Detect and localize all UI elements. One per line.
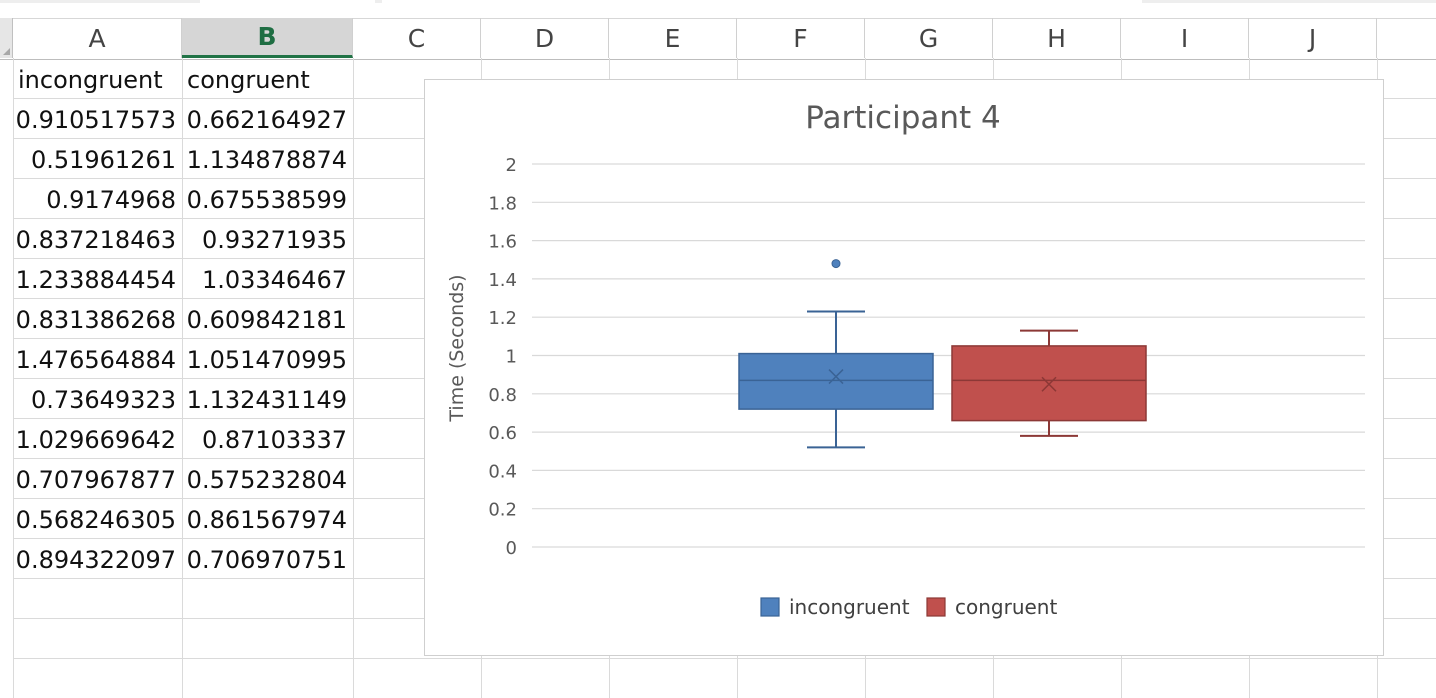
- cell-a9[interactable]: 0.73649323: [30, 386, 176, 414]
- y-tick-label: 1.4: [488, 270, 517, 291]
- box-series: [738, 259, 1147, 449]
- column-header-g[interactable]: G: [865, 18, 993, 58]
- y-tick-label: 0.4: [488, 461, 517, 482]
- box-incongruent: [738, 259, 934, 449]
- cell-b7[interactable]: 0.609842181: [186, 306, 347, 334]
- box-plot-chart[interactable]: 0 0.2 0.4 0.6 0.8 1 1.2 1.4 1.6 1.8 2 Participant …: [424, 79, 1384, 656]
- cell-a13[interactable]: 0.894322097: [15, 546, 176, 574]
- y-axis-label: Time (Seconds): [446, 274, 468, 422]
- cell-b3[interactable]: 1.134878874: [186, 146, 347, 174]
- cell-a12[interactable]: 0.568246305: [15, 506, 176, 534]
- column-header-b[interactable]: B: [182, 18, 353, 58]
- box-iqr: [738, 352, 934, 410]
- column-header-k[interactable]: [1377, 18, 1436, 58]
- legend-label-congruent: congruent: [955, 595, 1057, 619]
- cell-b2[interactable]: 0.662164927: [186, 106, 347, 134]
- mean-marker: [1041, 376, 1057, 392]
- cell-b13[interactable]: 0.706970751: [186, 546, 347, 574]
- y-tick-label: 0.2: [488, 500, 517, 521]
- y-tick-label: 1.6: [488, 232, 517, 253]
- y-tick-label: 0: [506, 538, 517, 559]
- cell-a11[interactable]: 0.707967877: [15, 466, 176, 494]
- y-axis-ticks: 0 0.2 0.4 0.6 0.8 1 1.2 1.4 1.6 1.8 2: [488, 155, 517, 559]
- mean-marker: [828, 369, 844, 385]
- box-congruent: [951, 329, 1147, 437]
- chart-canvas: 0 0.2 0.4 0.6 0.8 1 1.2 1.4 1.6 1.8 2 Participant …: [446, 100, 1365, 619]
- y-tick-label: 1.2: [488, 308, 517, 329]
- cell-b5[interactable]: 0.93271935: [201, 226, 347, 254]
- cell-b12[interactable]: 0.861567974: [186, 506, 347, 534]
- y-tick-label: 2: [506, 155, 517, 176]
- legend-label-incongruent: incongruent: [789, 595, 910, 619]
- cell-a7[interactable]: 0.831386268: [15, 306, 176, 334]
- cell-b6[interactable]: 1.03346467: [201, 266, 347, 294]
- column-header-d[interactable]: D: [481, 18, 609, 58]
- y-tick-label: 1.8: [488, 193, 517, 214]
- cell-b10[interactable]: 0.87103337: [201, 426, 347, 454]
- column-header-e[interactable]: E: [609, 18, 737, 58]
- cell-b11[interactable]: 0.575232804: [186, 466, 347, 494]
- chart-gridlines: [532, 163, 1365, 548]
- row-gridline: [13, 658, 1436, 659]
- cell-b8[interactable]: 1.051470995: [186, 346, 347, 374]
- column-header-h[interactable]: H: [993, 18, 1121, 58]
- cell-a6[interactable]: 1.233884454: [15, 266, 176, 294]
- legend-swatch-congruent: [926, 597, 946, 617]
- legend-swatch-incongruent: [760, 597, 780, 617]
- column-header-c[interactable]: C: [353, 18, 481, 58]
- y-tick-label: 0.6: [488, 423, 517, 444]
- column-header-f[interactable]: F: [737, 18, 865, 58]
- cell-a2[interactable]: 0.910517573: [15, 106, 176, 134]
- cell-a4[interactable]: 0.9174968: [46, 186, 176, 214]
- y-tick-label: 1: [506, 347, 517, 368]
- cell-a5[interactable]: 0.837218463: [15, 226, 176, 254]
- select-all-triangle-icon: [3, 48, 10, 55]
- top-toolbar-strip: [0, 0, 1436, 3]
- outlier-point: [831, 259, 841, 269]
- select-all-corner[interactable]: [0, 18, 13, 58]
- column-header-j[interactable]: J: [1249, 18, 1377, 58]
- cell-b1[interactable]: congruent: [187, 66, 310, 94]
- column-header-i[interactable]: I: [1121, 18, 1249, 58]
- cell-b9[interactable]: 1.132431149: [186, 386, 347, 414]
- chart-legend: incongruent congruent: [760, 595, 1057, 619]
- column-header-a[interactable]: A: [13, 18, 182, 58]
- chart-title: Participant 4: [805, 100, 1001, 136]
- y-tick-label: 0.8: [488, 385, 517, 406]
- cell-b4[interactable]: 0.675538599: [186, 186, 347, 214]
- cell-a3[interactable]: 0.51961261: [30, 146, 176, 174]
- cell-a1[interactable]: incongruent: [18, 66, 163, 94]
- cell-a10[interactable]: 1.029669642: [15, 426, 176, 454]
- cell-a8[interactable]: 1.476564884: [15, 346, 176, 374]
